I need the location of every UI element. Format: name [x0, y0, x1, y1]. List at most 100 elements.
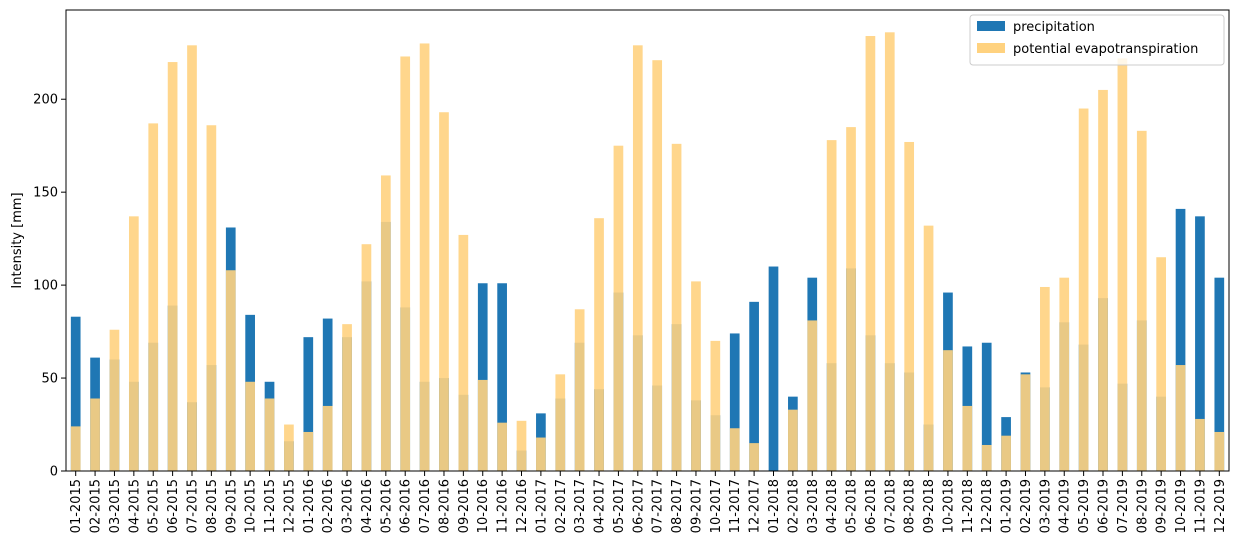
bar-evapotranspiration-11-2017 [729, 428, 740, 471]
bar-precipitation-11-2019 [1195, 216, 1205, 471]
x-tick-label-07-2015: 07-2015 [185, 479, 200, 533]
bar-evapotranspiration-03-2018 [807, 320, 818, 471]
bar-precipitation-12-2019 [1214, 277, 1225, 471]
bar-evapotranspiration-04-2017 [594, 218, 604, 471]
bar-evapotranspiration-12-2019 [1214, 431, 1225, 471]
x-tick-label-03-2019: 03-2019 [1038, 479, 1053, 533]
legend-label-precipitation: precipitation [1013, 20, 1095, 35]
bar-evapotranspiration-01-2016 [303, 431, 314, 471]
bar-evapotranspiration-02-2016 [322, 405, 333, 471]
x-tick-label-12-2019: 12-2019 [1213, 479, 1228, 533]
legend: precipitation potential evapotranspirati… [969, 14, 1225, 66]
x-tick-label-09-2018: 09-2018 [922, 479, 937, 533]
bar-evapotranspiration-10-2016 [477, 379, 488, 471]
x-tick-label-06-2015: 06-2015 [166, 479, 181, 533]
x-tick-label-10-2015: 10-2015 [244, 479, 259, 533]
x-tick-label-10-2016: 10-2016 [476, 479, 491, 533]
y-tick-label-200: 200 [33, 93, 58, 108]
x-tick-label-06-2017: 06-2017 [631, 479, 646, 533]
x-tick-label-01-2016: 01-2016 [302, 479, 317, 533]
x-tick-label-03-2015: 03-2015 [108, 479, 123, 533]
bar-evapotranspiration-09-2015 [225, 270, 236, 471]
bar-evapotranspiration-04-2019 [1059, 277, 1070, 471]
bar-evapotranspiration-06-2015 [167, 62, 178, 471]
x-tick-label-11-2017: 11-2017 [728, 479, 743, 533]
bar-evapotranspiration-02-2015 [90, 398, 100, 471]
bar-evapotranspiration-12-2016 [516, 420, 527, 471]
bar-evapotranspiration-10-2015 [245, 381, 255, 471]
x-tick-label-08-2018: 08-2018 [903, 479, 918, 533]
x-tick-label-06-2019: 06-2019 [1097, 479, 1112, 533]
x-tick-label-03-2016: 03-2016 [341, 479, 356, 533]
bar-evapotranspiration-11-2019 [1195, 418, 1205, 471]
x-tick-label-09-2015: 09-2015 [224, 479, 239, 533]
x-tick-label-01-2018: 01-2018 [767, 479, 782, 533]
bar-evapotranspiration-01-2017 [536, 437, 546, 471]
y-tick-label-0: 0 [50, 465, 58, 480]
x-tick-label-02-2017: 02-2017 [554, 479, 569, 533]
x-tick-label-07-2017: 07-2017 [651, 479, 666, 533]
x-tick-label-11-2018: 11-2018 [961, 479, 976, 533]
x-tick-label-11-2016: 11-2016 [496, 479, 511, 533]
x-tick-label-02-2018: 02-2018 [786, 479, 801, 533]
x-tick-label-08-2015: 08-2015 [205, 479, 220, 533]
x-tick-label-07-2019: 07-2019 [1116, 479, 1131, 533]
bar-evapotranspiration-03-2015 [109, 329, 120, 471]
x-tick-label-04-2019: 04-2019 [1058, 479, 1073, 533]
bars [65, 9, 1230, 472]
legend-swatch-precipitation [977, 21, 1005, 31]
x-tick-label-11-2015: 11-2015 [263, 479, 278, 533]
bar-precipitation-12-2017 [749, 301, 759, 471]
bar-evapotranspiration-05-2018 [846, 127, 856, 471]
x-tick-label-03-2017: 03-2017 [573, 479, 588, 533]
x-tick-label-05-2019: 05-2019 [1077, 479, 1092, 533]
x-tick-label-04-2018: 04-2018 [825, 479, 840, 533]
bar-evapotranspiration-09-2017 [691, 281, 701, 471]
bar-precipitation-10-2019 [1175, 208, 1186, 471]
x-tick-label-08-2019: 08-2019 [1135, 479, 1150, 533]
bar-precipitation-01-2015 [70, 316, 81, 471]
x-tick-label-02-2015: 02-2015 [89, 479, 104, 533]
bar-evapotranspiration-08-2019 [1136, 130, 1147, 472]
bar-evapotranspiration-04-2015 [128, 216, 139, 471]
bar-evapotranspiration-09-2019 [1156, 257, 1167, 471]
x-tick-label-08-2017: 08-2017 [670, 479, 685, 533]
bar-evapotranspiration-10-2018 [943, 350, 953, 471]
x-tick-label-10-2018: 10-2018 [941, 479, 956, 533]
x-tick-label-04-2017: 04-2017 [593, 479, 608, 533]
x-tick-label-06-2016: 06-2016 [399, 479, 414, 533]
x-tick-label-11-2019: 11-2019 [1193, 479, 1208, 533]
x-tick-label-04-2015: 04-2015 [127, 479, 142, 533]
x-tick-label-09-2016: 09-2016 [457, 479, 472, 533]
x-tick-label-02-2019: 02-2019 [1019, 479, 1034, 533]
x-tick-label-05-2017: 05-2017 [612, 479, 627, 533]
bar-precipitation-12-2018 [981, 342, 992, 471]
plot-frame [65, 9, 1230, 472]
bar-evapotranspiration-11-2016 [497, 422, 507, 471]
x-tick-label-09-2017: 09-2017 [689, 479, 704, 533]
bar-evapotranspiration-05-2017 [613, 145, 624, 472]
bar-precipitation-11-2017 [729, 333, 740, 471]
bar-evapotranspiration-05-2015 [148, 123, 159, 472]
bar-evapotranspiration-12-2015 [284, 424, 294, 471]
bar-precipitation-11-2016 [497, 283, 507, 471]
x-tick-label-09-2019: 09-2019 [1155, 479, 1170, 533]
x-tick-label-02-2016: 02-2016 [321, 479, 336, 533]
bar-evapotranspiration-10-2019 [1175, 365, 1186, 471]
bar-precipitation-02-2016 [322, 318, 333, 471]
x-tick-label-01-2015: 01-2015 [69, 479, 84, 533]
bar-evapotranspiration-11-2018 [962, 405, 973, 471]
x-tick-label-05-2016: 05-2016 [379, 479, 394, 533]
bar-evapotranspiration-07-2019 [1117, 58, 1128, 471]
bar-evapotranspiration-01-2019 [1001, 435, 1011, 471]
bar-evapotranspiration-07-2015 [187, 45, 197, 472]
y-axis-label: Intensity [mm] [10, 192, 25, 288]
bar-evapotranspiration-01-2015 [70, 426, 81, 471]
bar-evapotranspiration-09-2016 [458, 234, 469, 471]
legend-swatch-potential-evapotranspiration [977, 43, 1005, 53]
x-axis: 01-2015 02-2015 03-2015 04-2015 05-2015 06-20… [69, 471, 1228, 533]
x-tick-label-12-2016: 12-2016 [515, 479, 530, 533]
y-tick-label-50: 50 [41, 372, 58, 387]
bar-precipitation-01-2018 [768, 266, 779, 471]
